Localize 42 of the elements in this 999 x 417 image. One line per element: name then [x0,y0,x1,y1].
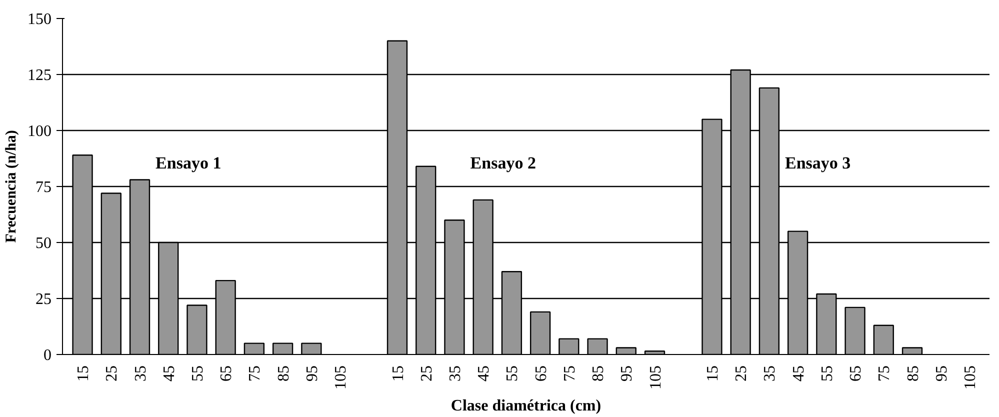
annotation: Ensayo 3 [785,153,851,172]
x-tick-label: 75 [246,366,264,382]
x-tick-label: 65 [218,366,236,382]
y-tick-label: 100 [28,123,52,140]
x-axis-title: Clase diamétrica (cm) [450,398,602,414]
y-tick-label: 50 [36,235,52,252]
x-tick-label: 35 [762,366,779,382]
x-tick-label: 105 [647,366,664,390]
x-tick-label: 105 [332,366,350,390]
x-tick-label: 55 [189,366,206,382]
x-tick-label: 35 [446,366,464,382]
x-tick-label: 55 [818,366,836,382]
x-tick-label: 65 [532,366,550,382]
y-tick-label: 0 [44,347,52,364]
x-tick-label: 85 [904,366,922,382]
y-axis-title: Frecuencia (n/ha) [4,130,20,243]
x-tick-label: 95 [618,366,636,382]
x-tick-label: 85 [275,366,292,382]
x-tick-label: 15 [390,366,407,382]
x-tick-label: 85 [590,366,608,382]
y-tick-label: 125 [28,67,52,84]
x-tick-label: 75 [561,366,578,382]
x-tick-label: 25 [104,366,121,382]
y-tick-label: 25 [36,291,52,308]
annotation: Ensayo 2 [470,153,536,172]
x-tick-label: 95 [933,366,950,382]
x-tick-label: 45 [476,366,493,382]
x-tick-label: 45 [790,366,808,382]
x-tick-label: 35 [132,366,150,382]
x-tick-label: 25 [418,366,436,382]
x-tick-label: 105 [962,366,979,390]
y-tick-label: 75 [36,179,52,196]
annotation: Ensayo 1 [156,153,222,172]
x-tick-label: 15 [704,366,722,382]
y-tick-label: 150 [28,11,52,28]
x-tick-label: 25 [733,366,750,382]
x-tick-label: 45 [160,366,178,382]
x-tick-label: 15 [75,366,92,382]
x-tick-label: 65 [848,366,865,382]
x-tick-label: 75 [876,366,894,382]
x-tick-label: 95 [304,366,321,382]
x-tick-label: 55 [504,366,522,382]
